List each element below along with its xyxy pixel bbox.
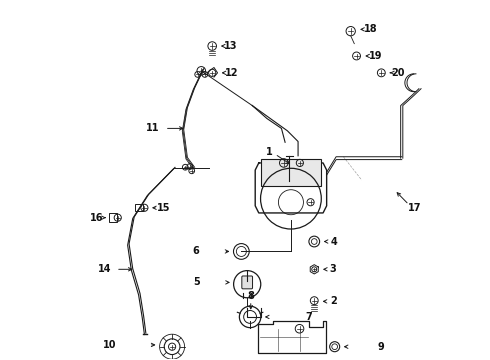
Text: 20: 20 bbox=[392, 68, 405, 78]
Text: 8: 8 bbox=[247, 291, 254, 301]
Text: 18: 18 bbox=[364, 24, 377, 34]
Text: 17: 17 bbox=[408, 203, 421, 213]
Text: 3: 3 bbox=[330, 264, 337, 274]
FancyBboxPatch shape bbox=[242, 276, 252, 289]
Text: 4: 4 bbox=[331, 237, 337, 247]
Text: 19: 19 bbox=[368, 51, 382, 61]
Text: 12: 12 bbox=[225, 68, 239, 78]
Text: 7: 7 bbox=[305, 312, 312, 322]
FancyBboxPatch shape bbox=[261, 159, 321, 186]
Text: 9: 9 bbox=[378, 342, 385, 352]
Text: 5: 5 bbox=[193, 278, 199, 287]
Text: 10: 10 bbox=[103, 340, 117, 350]
Text: 11: 11 bbox=[146, 123, 159, 134]
Text: 6: 6 bbox=[193, 247, 199, 256]
Text: 1: 1 bbox=[266, 147, 273, 157]
Text: 14: 14 bbox=[98, 264, 111, 274]
Text: 16: 16 bbox=[90, 213, 103, 223]
Text: 2: 2 bbox=[330, 296, 337, 306]
Text: 13: 13 bbox=[224, 41, 238, 51]
Text: 15: 15 bbox=[157, 203, 170, 213]
